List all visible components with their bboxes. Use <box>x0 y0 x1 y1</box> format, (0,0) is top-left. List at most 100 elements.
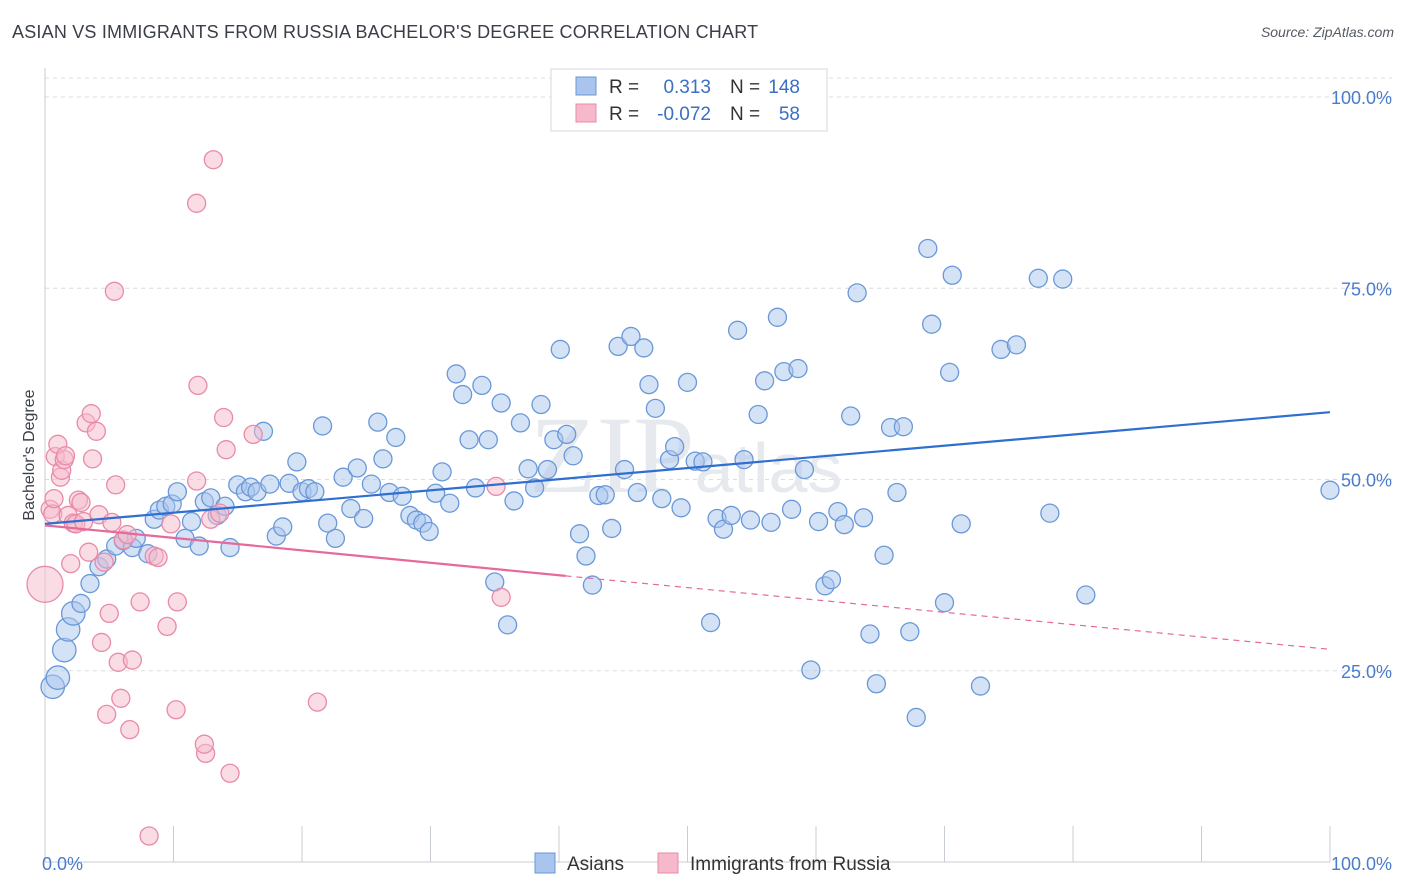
bottom-legend-swatch-russia <box>657 852 679 874</box>
asians-point <box>325 528 346 549</box>
asians-point <box>834 514 854 535</box>
asians-point <box>1006 335 1027 355</box>
asians-point <box>478 430 498 450</box>
russia-point <box>86 421 107 441</box>
asians-point <box>767 307 788 327</box>
asians-point <box>922 314 942 334</box>
asians-point <box>951 514 971 534</box>
bottom-legend-label-asians: Asians <box>567 854 624 875</box>
asians-point <box>446 364 466 384</box>
russia-point <box>55 446 76 466</box>
asians-point <box>510 413 531 433</box>
asians-point <box>368 412 388 432</box>
asians-point <box>386 427 406 448</box>
russia-point <box>99 603 119 624</box>
asians-point <box>934 593 955 613</box>
asians-point <box>354 508 374 529</box>
asians-point <box>312 416 333 436</box>
y-axis-label: Bachelor's Degree <box>21 389 38 520</box>
asians-point <box>260 474 280 494</box>
russia-point <box>102 512 122 532</box>
asians-point <box>1028 268 1048 288</box>
asians-point <box>440 493 460 513</box>
legend-top: R = 0.313 N = 148 R = -0.072 N = 58 <box>550 68 828 132</box>
asians-point <box>518 459 538 479</box>
asians-point <box>801 660 821 680</box>
x-tick-label: 0.0% <box>42 854 83 874</box>
asians-point <box>595 485 615 505</box>
asians-point <box>794 459 815 480</box>
gridlines <box>45 77 1392 672</box>
russia-point <box>148 547 168 568</box>
russia-point <box>139 826 159 846</box>
asians-point <box>373 449 393 469</box>
asians-point <box>652 488 672 509</box>
asians-point <box>287 452 307 472</box>
russia-point <box>216 440 236 460</box>
russia-point <box>94 552 114 572</box>
russia-point <box>220 763 240 783</box>
russia-point <box>104 281 125 301</box>
asians-point <box>918 238 938 259</box>
asians-point <box>318 513 338 533</box>
legend-r-label-asians: R = <box>609 77 639 98</box>
russia-trend-line <box>44 524 566 577</box>
legend-swatch-asians <box>575 76 597 96</box>
asians-point <box>602 518 622 539</box>
y-tick-label: 75.0% <box>1341 279 1392 299</box>
asians-point <box>524 478 545 498</box>
asians-trend-line <box>44 411 1331 525</box>
legend-n-value-asians: 148 <box>768 77 800 98</box>
asians-point <box>645 398 666 419</box>
asians-point <box>860 624 880 644</box>
asians-point <box>1040 503 1060 523</box>
asians-point <box>582 575 603 595</box>
asians-point <box>537 459 558 480</box>
asians-point <box>531 394 551 415</box>
asians-point <box>220 537 240 558</box>
asians-point <box>51 637 77 663</box>
russia-point <box>166 700 186 720</box>
asians-point <box>1320 480 1340 500</box>
asians-point <box>71 593 91 614</box>
russia-point <box>97 704 117 725</box>
russia-point <box>213 407 234 428</box>
asians-point <box>419 521 439 542</box>
bottom-legend-label-russia: Immigrants from Russia <box>690 854 891 875</box>
russia-point <box>491 587 511 607</box>
asians-point <box>781 499 802 519</box>
asians-point <box>80 573 100 594</box>
asians-point <box>1076 585 1096 605</box>
asians-point <box>627 482 648 503</box>
chart-title: ASIAN VS IMMIGRANTS FROM RUSSIA BACHELOR… <box>12 22 759 42</box>
russia-point <box>71 492 91 513</box>
asians-point <box>472 375 492 396</box>
legend-r-label-russia: R = <box>609 104 639 125</box>
asians-point <box>341 498 361 519</box>
russia-point <box>111 688 131 708</box>
russia-point <box>157 616 177 637</box>
asians-point <box>504 491 524 511</box>
asians-point <box>497 615 518 635</box>
asians-point <box>333 467 353 487</box>
x-tick-label: 100.0% <box>1331 854 1392 874</box>
y-tick-label: 25.0% <box>1341 662 1392 682</box>
asians-point <box>347 458 367 478</box>
x-tick-labels: 0.0% 100.0% <box>42 854 1392 874</box>
asians-point <box>721 505 741 526</box>
russia-point <box>120 720 140 740</box>
asians-point <box>788 358 808 379</box>
asians-point <box>866 674 887 694</box>
russia-point <box>44 488 64 509</box>
asians-point <box>727 320 748 340</box>
russia-point <box>203 150 223 170</box>
asians-point <box>563 446 583 466</box>
asians-point <box>754 371 775 391</box>
asians-point <box>1053 269 1073 289</box>
asians-point <box>740 510 761 530</box>
asians-point <box>887 482 907 503</box>
russia-point <box>26 565 64 603</box>
asians-point <box>550 339 570 360</box>
russia-point <box>210 503 230 523</box>
asians-point <box>970 676 991 696</box>
